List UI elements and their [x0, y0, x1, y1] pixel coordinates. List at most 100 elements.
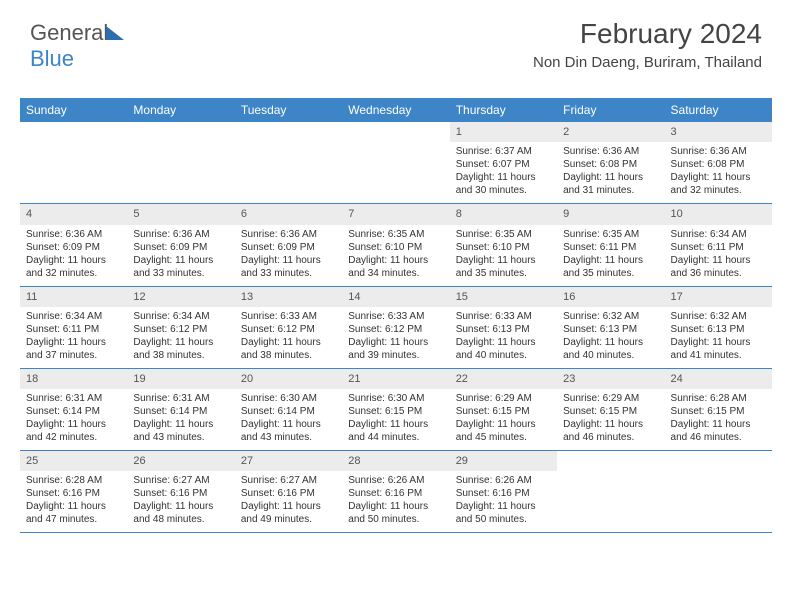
day-number: 27 — [235, 451, 342, 471]
day-cell: 19Sunrise: 6:31 AMSunset: 6:14 PMDayligh… — [127, 369, 234, 450]
header: February 2024 Non Din Daeng, Buriram, Th… — [533, 18, 762, 71]
sunset-text: Sunset: 6:14 PM — [133, 405, 228, 418]
weekday-monday: Monday — [127, 98, 234, 122]
sunrise-text: Sunrise: 6:26 AM — [456, 474, 551, 487]
sunrise-text: Sunrise: 6:36 AM — [563, 145, 658, 158]
sunset-text: Sunset: 6:15 PM — [348, 405, 443, 418]
sunrise-text: Sunrise: 6:28 AM — [26, 474, 121, 487]
sunrise-text: Sunrise: 6:33 AM — [456, 310, 551, 323]
day-number: 10 — [665, 204, 772, 224]
weekday-tuesday: Tuesday — [235, 98, 342, 122]
day-body: Sunrise: 6:36 AMSunset: 6:09 PMDaylight:… — [235, 225, 342, 286]
day-body: Sunrise: 6:36 AMSunset: 6:08 PMDaylight:… — [665, 142, 772, 203]
daylight-text: Daylight: 11 hours and 46 minutes. — [671, 418, 766, 444]
day-number: 14 — [342, 287, 449, 307]
day-cell — [342, 122, 449, 203]
sunrise-text: Sunrise: 6:36 AM — [671, 145, 766, 158]
day-cell: 9Sunrise: 6:35 AMSunset: 6:11 PMDaylight… — [557, 204, 664, 285]
day-body: Sunrise: 6:34 AMSunset: 6:11 PMDaylight:… — [20, 307, 127, 368]
day-number: 6 — [235, 204, 342, 224]
day-cell — [127, 122, 234, 203]
sunrise-text: Sunrise: 6:28 AM — [671, 392, 766, 405]
daylight-text: Daylight: 11 hours and 45 minutes. — [456, 418, 551, 444]
sunset-text: Sunset: 6:15 PM — [671, 405, 766, 418]
day-cell: 24 Sunrise: 6:28 AMSunset: 6:15 PMDayligh… — [665, 369, 772, 450]
day-number — [20, 122, 127, 128]
logo-text-2: Blue — [30, 46, 74, 71]
daylight-text: Daylight: 11 hours and 50 minutes. — [348, 500, 443, 526]
sunrise-text: Sunrise: 6:32 AM — [671, 310, 766, 323]
logo-triangle-icon — [106, 26, 124, 40]
sunset-text: Sunset: 6:16 PM — [348, 487, 443, 500]
daylight-text: Daylight: 11 hours and 33 minutes. — [241, 254, 336, 280]
sunset-text: Sunset: 6:11 PM — [26, 323, 121, 336]
day-cell — [557, 451, 664, 532]
day-cell: 12Sunrise: 6:34 AMSunset: 6:12 PMDayligh… — [127, 287, 234, 368]
day-cell: 18Sunrise: 6:31 AMSunset: 6:14 PMDayligh… — [20, 369, 127, 450]
day-cell: 26Sunrise: 6:27 AMSunset: 6:16 PMDayligh… — [127, 451, 234, 532]
day-number — [235, 122, 342, 128]
day-cell — [665, 451, 772, 532]
sunrise-text: Sunrise: 6:34 AM — [671, 228, 766, 241]
day-number: 16 — [557, 287, 664, 307]
sunset-text: Sunset: 6:13 PM — [563, 323, 658, 336]
daylight-text: Daylight: 11 hours and 43 minutes. — [241, 418, 336, 444]
day-number: 29 — [450, 451, 557, 471]
day-cell: 6Sunrise: 6:36 AMSunset: 6:09 PMDaylight… — [235, 204, 342, 285]
daylight-text: Daylight: 11 hours and 34 minutes. — [348, 254, 443, 280]
day-cell: 1Sunrise: 6:37 AMSunset: 6:07 PMDaylight… — [450, 122, 557, 203]
day-number: 21 — [342, 369, 449, 389]
day-body: Sunrise: 6:36 AMSunset: 6:09 PMDaylight:… — [20, 225, 127, 286]
weekday-sunday: Sunday — [20, 98, 127, 122]
day-body: Sunrise: 6:36 AMSunset: 6:08 PMDaylight:… — [557, 142, 664, 203]
sunset-text: Sunset: 6:07 PM — [456, 158, 551, 171]
week-row: 4Sunrise: 6:36 AMSunset: 6:09 PMDaylight… — [20, 204, 772, 286]
daylight-text: Daylight: 11 hours and 46 minutes. — [563, 418, 658, 444]
week-row: 11Sunrise: 6:34 AMSunset: 6:11 PMDayligh… — [20, 287, 772, 369]
day-number: 19 — [127, 369, 234, 389]
day-number: 25 — [20, 451, 127, 471]
sunrise-text: Sunrise: 6:31 AM — [26, 392, 121, 405]
day-cell: 21 Sunrise: 6:30 AMSunset: 6:15 PMDayligh… — [342, 369, 449, 450]
sunrise-text: Sunrise: 6:37 AM — [456, 145, 551, 158]
day-number: 1 — [450, 122, 557, 142]
day-cell: 11Sunrise: 6:34 AMSunset: 6:11 PMDayligh… — [20, 287, 127, 368]
sunrise-text: Sunrise: 6:27 AM — [241, 474, 336, 487]
day-cell — [20, 122, 127, 203]
sunset-text: Sunset: 6:08 PM — [563, 158, 658, 171]
day-cell: 29Sunrise: 6:26 AMSunset: 6:16 PMDayligh… — [450, 451, 557, 532]
day-body: Sunrise: 6:33 AMSunset: 6:13 PMDaylight:… — [450, 307, 557, 368]
day-number — [127, 122, 234, 128]
daylight-text: Daylight: 11 hours and 47 minutes. — [26, 500, 121, 526]
day-number: 5 — [127, 204, 234, 224]
daylight-text: Daylight: 11 hours and 38 minutes. — [241, 336, 336, 362]
sunset-text: Sunset: 6:09 PM — [241, 241, 336, 254]
day-cell: 20Sunrise: 6:30 AMSunset: 6:14 PMDayligh… — [235, 369, 342, 450]
daylight-text: Daylight: 11 hours and 44 minutes. — [348, 418, 443, 444]
day-body: Sunrise: 6:34 AMSunset: 6:12 PMDaylight:… — [127, 307, 234, 368]
sunset-text: Sunset: 6:16 PM — [26, 487, 121, 500]
day-body: Sunrise: 6:26 AMSunset: 6:16 PMDaylight:… — [450, 471, 557, 532]
day-number: 9 — [557, 204, 664, 224]
day-number: 24 — [665, 369, 772, 389]
day-number: 3 — [665, 122, 772, 142]
daylight-text: Daylight: 11 hours and 50 minutes. — [456, 500, 551, 526]
day-body: Sunrise: 6:32 AMSunset: 6:13 PMDaylight:… — [665, 307, 772, 368]
sunset-text: Sunset: 6:11 PM — [671, 241, 766, 254]
day-body: Sunrise: 6:26 AMSunset: 6:16 PMDaylight:… — [342, 471, 449, 532]
sunset-text: Sunset: 6:09 PM — [26, 241, 121, 254]
sunrise-text: Sunrise: 6:32 AM — [563, 310, 658, 323]
logo: General Blue — [30, 20, 124, 72]
day-number: 15 — [450, 287, 557, 307]
day-cell: 4Sunrise: 6:36 AMSunset: 6:09 PMDaylight… — [20, 204, 127, 285]
sunrise-text: Sunrise: 6:35 AM — [456, 228, 551, 241]
day-body: Sunrise: 6:34 AMSunset: 6:11 PMDaylight:… — [665, 225, 772, 286]
daylight-text: Daylight: 11 hours and 38 minutes. — [133, 336, 228, 362]
daylight-text: Daylight: 11 hours and 32 minutes. — [26, 254, 121, 280]
day-body: Sunrise: 6:30 AMSunset: 6:14 PMDaylight:… — [235, 389, 342, 450]
sunrise-text: Sunrise: 6:30 AM — [348, 392, 443, 405]
sunset-text: Sunset: 6:13 PM — [456, 323, 551, 336]
day-number: 23 — [557, 369, 664, 389]
day-number — [665, 451, 772, 457]
weekday-wednesday: Wednesday — [342, 98, 449, 122]
